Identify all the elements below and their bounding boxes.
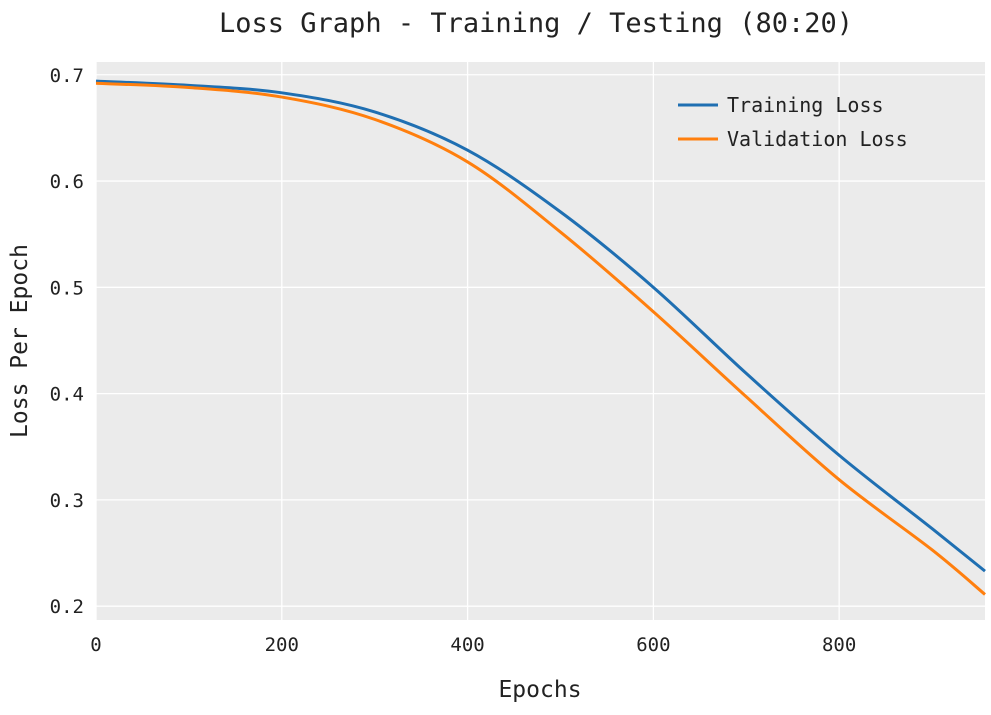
- x-tick-label: 600: [636, 634, 670, 656]
- training-loss-line: [95, 79, 986, 573]
- y-ticks: 0.2 0.3 0.4 0.5 0.6 0.7: [50, 65, 84, 618]
- y-tick-label: 0.5: [50, 277, 84, 299]
- chart-title: Loss Graph - Training / Testing (80:20): [219, 8, 853, 39]
- x-tick-label: 400: [450, 634, 484, 656]
- y-tick-label: 0.4: [50, 384, 84, 406]
- x-tick-label: 800: [822, 634, 856, 656]
- y-tick-label: 0.2: [50, 596, 84, 618]
- legend-label-validation: Validation Loss: [727, 127, 908, 151]
- validation-loss-line: [95, 81, 986, 596]
- grid: [95, 62, 985, 620]
- x-tick-label: 200: [265, 634, 299, 656]
- x-ticks: 0 200 400 600 800: [90, 634, 856, 656]
- y-tick-label: 0.7: [50, 65, 84, 87]
- y-tick-label: 0.6: [50, 171, 84, 193]
- legend-label-training: Training Loss: [727, 93, 884, 117]
- plot-background: [96, 62, 985, 620]
- x-axis-label: Epochs: [498, 677, 581, 703]
- x-tick-label: 0: [90, 634, 101, 656]
- y-tick-label: 0.3: [50, 490, 84, 512]
- legend: Training Loss Validation Loss: [678, 93, 908, 151]
- y-axis-label: Loss Per Epoch: [7, 244, 33, 438]
- series-lines: [95, 79, 986, 596]
